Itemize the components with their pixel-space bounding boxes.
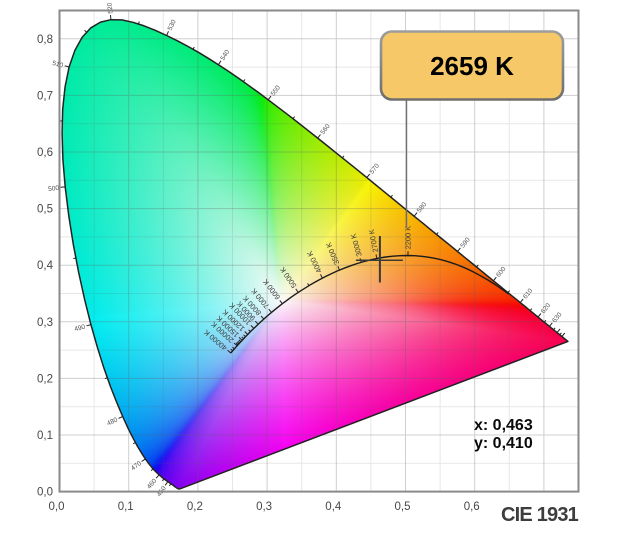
svg-text:0,8: 0,8 xyxy=(37,34,53,46)
svg-text:470: 470 xyxy=(130,460,143,472)
svg-text:x: 0,463: x: 0,463 xyxy=(474,417,533,434)
svg-text:y: 0,410: y: 0,410 xyxy=(474,435,533,452)
svg-text:530: 530 xyxy=(167,18,178,31)
svg-text:580: 580 xyxy=(416,201,429,214)
svg-text:460: 460 xyxy=(146,477,159,490)
svg-text:610: 610 xyxy=(522,287,535,300)
svg-text:0,5: 0,5 xyxy=(395,501,411,513)
svg-text:630: 630 xyxy=(551,311,564,324)
svg-text:0,1: 0,1 xyxy=(37,430,53,442)
svg-text:0,6: 0,6 xyxy=(37,147,53,159)
svg-text:0,6: 0,6 xyxy=(464,501,480,513)
svg-text:2200 K: 2200 K xyxy=(404,226,413,249)
svg-text:CIE 1931: CIE 1931 xyxy=(501,504,579,526)
svg-text:560: 560 xyxy=(319,123,331,136)
svg-text:0,3: 0,3 xyxy=(256,501,272,513)
svg-text:0,2: 0,2 xyxy=(187,501,203,513)
svg-text:0,4: 0,4 xyxy=(37,260,54,272)
svg-text:4000 K: 4000 K xyxy=(305,250,324,275)
svg-text:480: 480 xyxy=(106,416,119,427)
svg-text:620: 620 xyxy=(540,302,553,315)
svg-text:510: 510 xyxy=(51,60,64,70)
svg-text:5000 K: 5000 K xyxy=(278,265,299,290)
svg-text:590: 590 xyxy=(459,236,472,249)
svg-text:0,0: 0,0 xyxy=(37,487,53,499)
svg-text:0,0: 0,0 xyxy=(49,501,65,513)
svg-text:500: 500 xyxy=(48,185,60,193)
svg-text:0,7: 0,7 xyxy=(37,90,53,102)
svg-text:0,1: 0,1 xyxy=(118,501,134,513)
svg-text:0,2: 0,2 xyxy=(37,373,53,385)
svg-text:0,5: 0,5 xyxy=(37,204,53,216)
svg-text:0,4: 0,4 xyxy=(325,501,342,513)
svg-text:520: 520 xyxy=(106,2,114,14)
svg-text:490: 490 xyxy=(74,324,87,334)
svg-text:540: 540 xyxy=(219,49,231,62)
svg-text:3500 K: 3500 K xyxy=(324,241,341,266)
svg-text:600: 600 xyxy=(495,265,508,278)
svg-text:3000 K: 3000 K xyxy=(349,233,364,258)
svg-text:2659 K: 2659 K xyxy=(430,51,514,81)
svg-text:0,3: 0,3 xyxy=(37,317,53,329)
svg-text:2700 K: 2700 K xyxy=(367,228,380,253)
